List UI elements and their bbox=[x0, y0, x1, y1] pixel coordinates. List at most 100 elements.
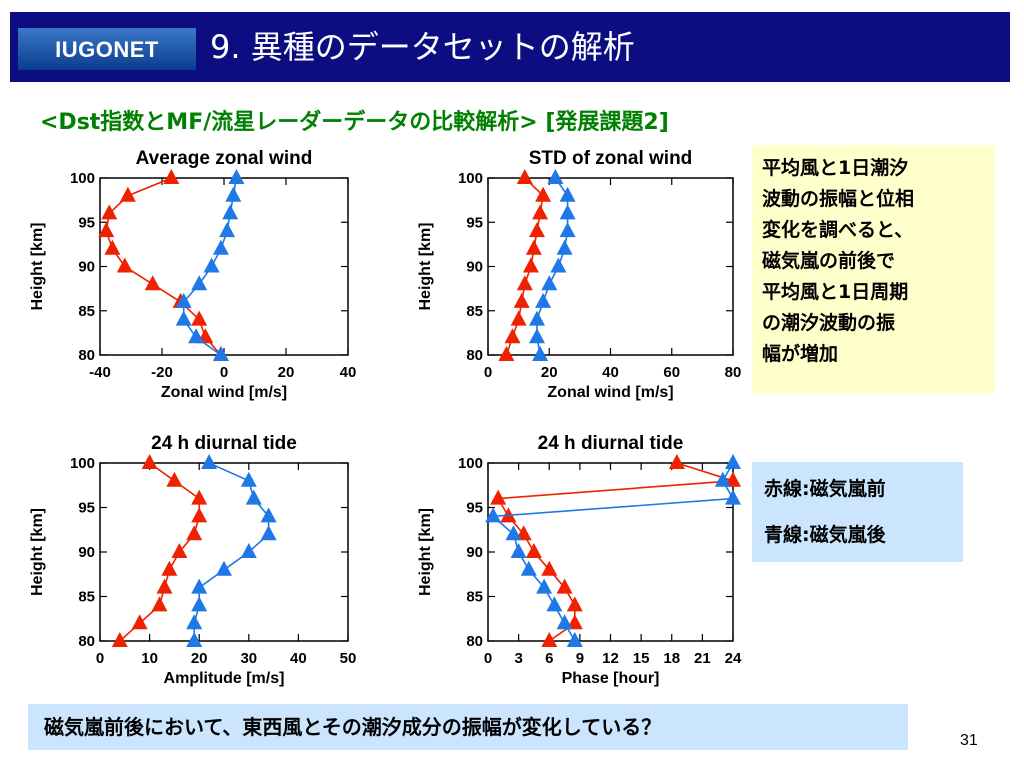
data-point-blue bbox=[559, 204, 576, 220]
data-point-blue bbox=[191, 578, 208, 594]
data-point-blue bbox=[240, 471, 257, 487]
data-point-blue bbox=[222, 204, 239, 220]
data-point-blue bbox=[216, 560, 232, 576]
data-point-red bbox=[516, 275, 533, 291]
data-point-red bbox=[529, 222, 545, 238]
y-axis-label: Height [km] bbox=[29, 508, 46, 596]
data-point-blue bbox=[219, 222, 236, 238]
y-tick-label: 95 bbox=[78, 214, 95, 231]
data-point-blue bbox=[556, 239, 573, 255]
x-tick-label: 12 bbox=[602, 650, 619, 667]
y-tick-label: 80 bbox=[78, 347, 95, 364]
data-point-blue bbox=[529, 310, 545, 326]
data-point-blue bbox=[175, 292, 192, 308]
data-point-blue bbox=[212, 346, 229, 361]
data-point-blue bbox=[536, 578, 553, 594]
x-tick-label: 40 bbox=[290, 650, 307, 667]
x-tick-label: 10 bbox=[141, 650, 158, 667]
data-point-blue bbox=[505, 525, 522, 541]
x-tick-label: 9 bbox=[576, 650, 584, 667]
data-point-red bbox=[156, 578, 173, 594]
x-tick-label: 3 bbox=[514, 650, 522, 667]
x-tick-label: -40 bbox=[89, 364, 111, 381]
data-point-red bbox=[513, 292, 530, 308]
x-tick-label: 20 bbox=[541, 364, 558, 381]
x-tick-label: 0 bbox=[484, 364, 492, 381]
data-point-blue bbox=[535, 292, 552, 308]
y-tick-label: 95 bbox=[466, 500, 483, 517]
data-point-blue bbox=[556, 614, 573, 630]
data-point-blue bbox=[188, 328, 205, 344]
data-point-red bbox=[116, 257, 133, 273]
data-point-blue bbox=[566, 632, 583, 647]
data-point-red bbox=[151, 596, 168, 612]
data-point-blue bbox=[532, 346, 549, 361]
data-point-blue bbox=[510, 543, 527, 558]
data-point-red bbox=[525, 239, 542, 255]
y-tick-label: 85 bbox=[466, 589, 483, 606]
y-axis-label: Height [km] bbox=[417, 223, 434, 311]
y-axis-label: Height [km] bbox=[29, 223, 46, 311]
summary-line: 平均風と1日周期 bbox=[762, 281, 909, 303]
series-line-blue bbox=[193, 462, 270, 641]
data-point-blue bbox=[520, 560, 537, 576]
data-point-blue bbox=[186, 614, 203, 630]
summary-line: 磁気嵐の前後で bbox=[762, 250, 896, 272]
x-axis-label: Amplitude [m/s] bbox=[164, 670, 285, 687]
x-tick-label: 18 bbox=[663, 650, 680, 667]
y-tick-label: 90 bbox=[78, 544, 95, 561]
y-tick-label: 95 bbox=[466, 214, 483, 231]
data-point-red bbox=[566, 614, 583, 630]
data-point-blue bbox=[725, 489, 741, 505]
data-point-red bbox=[490, 489, 507, 505]
summary-line: 変化を調べると、 bbox=[762, 219, 914, 241]
y-tick-label: 95 bbox=[78, 500, 95, 517]
data-point-red bbox=[191, 507, 208, 523]
y-tick-label: 80 bbox=[466, 633, 483, 650]
data-point-red bbox=[166, 471, 183, 487]
data-point-blue bbox=[546, 596, 563, 612]
data-point-blue bbox=[240, 543, 257, 558]
y-tick-label: 90 bbox=[78, 259, 95, 276]
x-tick-label: 24 bbox=[725, 650, 742, 667]
x-tick-label: 0 bbox=[484, 650, 492, 667]
data-point-blue bbox=[228, 169, 245, 184]
data-point-blue bbox=[550, 257, 567, 273]
y-tick-label: 100 bbox=[458, 170, 483, 187]
x-axis-label: Zonal wind [m/s] bbox=[161, 384, 287, 401]
data-point-blue bbox=[245, 489, 262, 505]
data-point-blue bbox=[529, 328, 545, 344]
data-point-red bbox=[119, 186, 136, 202]
data-point-red bbox=[516, 169, 533, 184]
data-point-blue bbox=[212, 239, 229, 255]
page-number: 31 bbox=[960, 732, 978, 749]
data-point-red bbox=[104, 239, 121, 255]
x-tick-label: 15 bbox=[633, 650, 650, 667]
data-point-red bbox=[532, 204, 549, 220]
y-axis-label: Height [km] bbox=[417, 508, 434, 596]
y-tick-label: 100 bbox=[70, 170, 95, 187]
data-point-blue bbox=[260, 525, 277, 541]
data-point-blue bbox=[714, 471, 731, 487]
slide-subtitle: <Dst指数とMF/流星レーダーデータの比較解析> [発展課題2] bbox=[40, 110, 669, 135]
legend-red-label: 赤線:磁気嵐前 bbox=[764, 478, 886, 500]
data-point-red bbox=[504, 328, 521, 344]
line-legend: 赤線:磁気嵐前 青線:磁気嵐後 bbox=[752, 462, 963, 562]
data-point-red bbox=[191, 310, 208, 326]
data-point-blue bbox=[541, 275, 558, 291]
legend-blue-label: 青線:磁気嵐後 bbox=[764, 524, 886, 546]
data-point-red bbox=[522, 257, 539, 273]
data-point-red bbox=[131, 614, 148, 630]
data-point-blue bbox=[201, 454, 218, 469]
data-point-blue bbox=[485, 507, 502, 523]
summary-line: 幅が増加 bbox=[762, 343, 839, 365]
y-tick-label: 100 bbox=[458, 455, 483, 472]
x-tick-label: 80 bbox=[725, 364, 742, 381]
plot-frame bbox=[99, 177, 349, 356]
data-point-blue bbox=[725, 454, 741, 469]
data-point-blue bbox=[186, 632, 203, 647]
chart-title: 24 h diurnal tide bbox=[538, 433, 684, 454]
series-line-red bbox=[119, 462, 200, 642]
data-point-red bbox=[535, 186, 552, 202]
x-tick-label: 20 bbox=[278, 364, 295, 381]
